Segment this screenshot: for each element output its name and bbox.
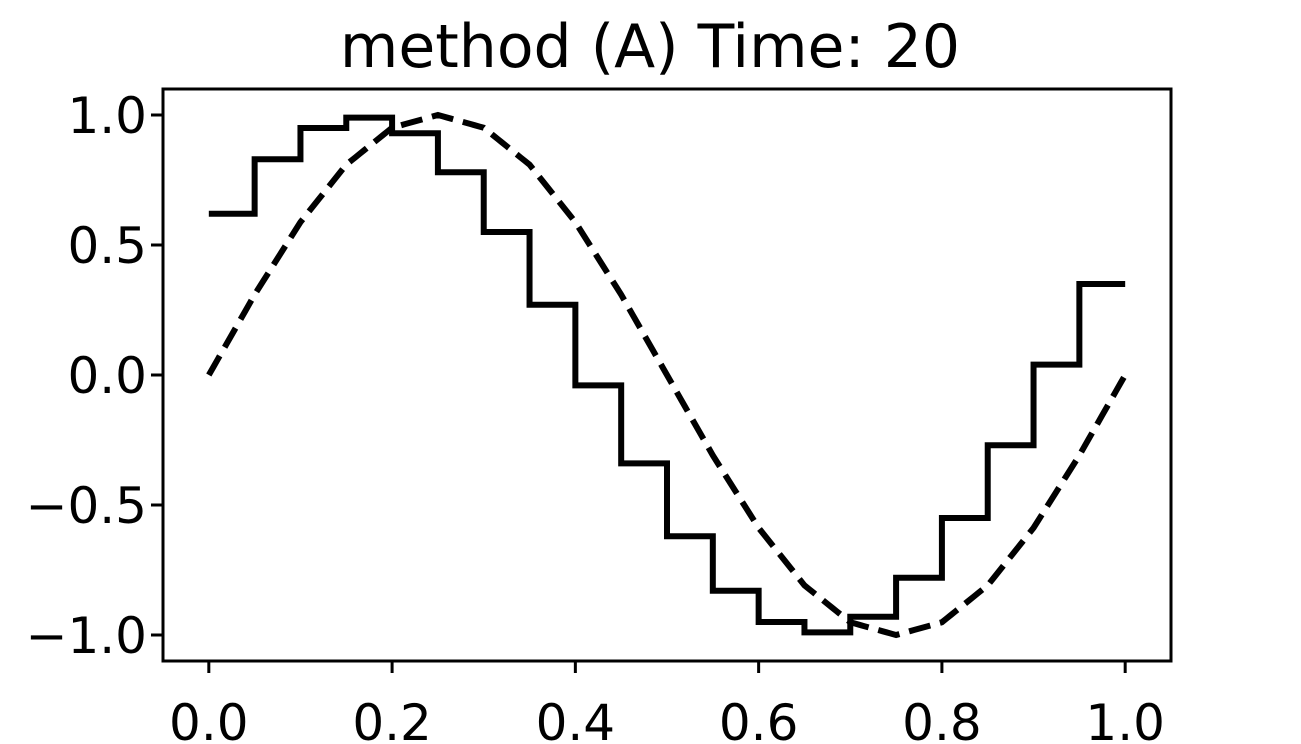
y-tick-label: −1.0: [26, 607, 147, 665]
step-series-line: [208, 114, 1126, 636]
y-tick-label: −0.5: [26, 477, 147, 535]
chart-title: method (A) Time: 20: [340, 12, 960, 82]
x-tick-label: 1.0: [1085, 694, 1165, 744]
x-tick-label: 0.0: [169, 694, 249, 744]
x-tick-label: 0.8: [902, 694, 982, 744]
x-axis: 0.0 0.2 0.4 0.6 0.8 1.0: [169, 661, 1165, 744]
x-tick-label: 0.6: [719, 694, 799, 744]
x-tick-label: 0.2: [352, 694, 432, 744]
y-tick-label: 0.0: [67, 347, 147, 405]
x-tick-label: 0.4: [536, 694, 616, 744]
dashed-series-line: [206, 111, 1128, 639]
series-group: [206, 111, 1128, 639]
y-tick-label: 0.5: [67, 217, 147, 275]
y-axis: 1.0 0.5 0.0 −0.5 −1.0: [26, 87, 163, 665]
y-tick-label: 1.0: [67, 87, 147, 145]
